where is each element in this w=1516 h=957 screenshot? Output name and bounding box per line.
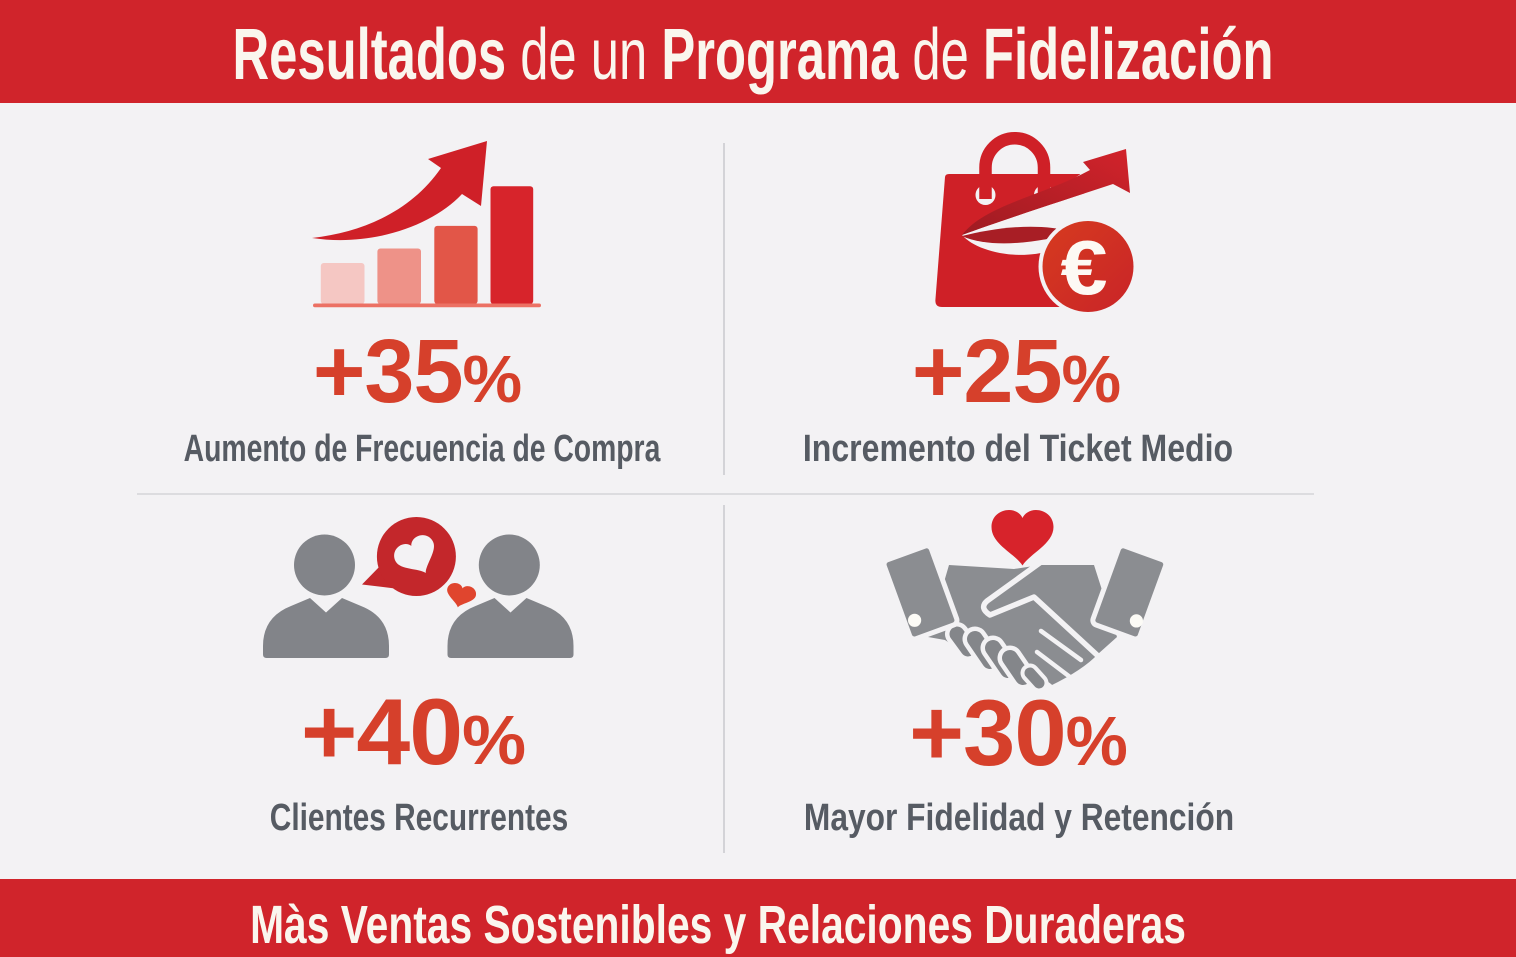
svg-text:€: €	[1060, 226, 1107, 312]
